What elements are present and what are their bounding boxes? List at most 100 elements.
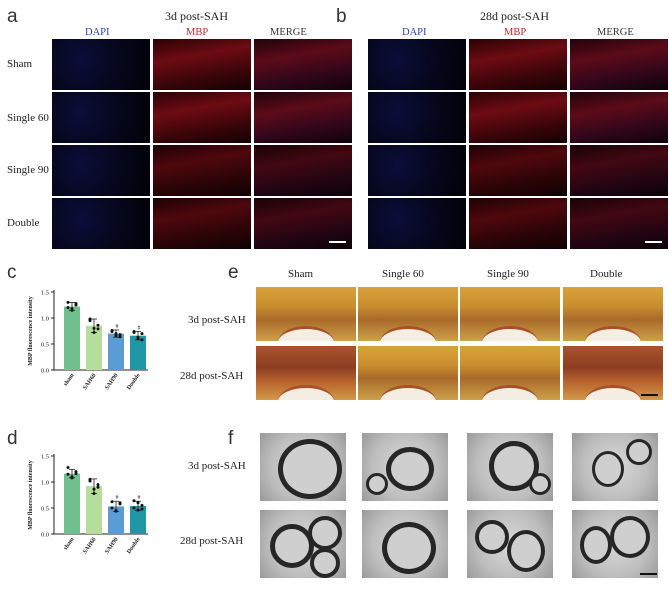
data-point xyxy=(96,323,100,327)
image-b-sham-merge xyxy=(570,39,668,90)
data-point xyxy=(140,338,144,342)
bar-chart-c: 0.0 0.5 1.0 1.5 MBP fluorescence intensity sh… xyxy=(28,290,148,391)
data-point xyxy=(66,306,70,310)
image-b-double-mbp xyxy=(469,198,567,249)
image-e-28d-sham xyxy=(256,346,356,400)
f-row-label-28d: 28d post-SAH xyxy=(180,535,244,547)
e-row-label-28d: 28d post-SAH xyxy=(180,370,244,382)
channel-header-merge-b: MERGE xyxy=(597,27,634,38)
y-tick-label: 1.0 xyxy=(41,480,49,487)
x-tick-label: sham xyxy=(63,537,76,552)
channel-header-mbp-b: MBP xyxy=(504,27,527,38)
data-point xyxy=(70,307,74,311)
data-point xyxy=(110,506,114,510)
data-point xyxy=(132,506,136,510)
scale-bar-b xyxy=(645,241,662,243)
image-b-single60-merge xyxy=(570,92,668,143)
image-b-double-merge xyxy=(570,198,668,249)
image-a-single90-dapi xyxy=(52,145,150,196)
e-col-header-single-60: Single 60 xyxy=(382,268,424,280)
data-point xyxy=(96,483,100,487)
row-label-double: Double xyxy=(7,217,40,229)
y-tick-label: 1.5 xyxy=(41,454,49,461)
panel-label-d: d xyxy=(7,428,18,449)
data-point xyxy=(140,332,144,336)
data-point xyxy=(140,507,144,511)
data-point xyxy=(92,326,96,330)
data-point xyxy=(110,500,114,504)
data-point xyxy=(66,465,70,469)
data-point xyxy=(118,501,122,505)
bar-sham xyxy=(64,473,80,534)
significance-marker: # xyxy=(138,326,141,332)
data-point xyxy=(136,335,140,339)
x-tick-label: Double xyxy=(126,536,142,555)
image-a-sham-mbp xyxy=(153,39,251,90)
panel-a-title: 3d post-SAH xyxy=(165,9,229,23)
bar-Double xyxy=(130,505,146,534)
image-e-28d-single90 xyxy=(460,346,560,400)
y-axis-label: MBP fluorescence intensity xyxy=(28,460,34,530)
image-a-single90-merge xyxy=(254,145,352,196)
data-point xyxy=(88,317,92,321)
channel-header-dapi-b: DAPI xyxy=(402,27,427,38)
image-f-28d-double xyxy=(572,510,658,578)
image-f-28d-single60 xyxy=(362,510,448,578)
image-f-3d-double xyxy=(572,433,658,501)
y-tick-label: 1.5 xyxy=(41,290,49,297)
f-row-label-3d: 3d post-SAH xyxy=(188,460,246,472)
scale-bar-e xyxy=(641,394,658,396)
row-label-single-90: Single 90 xyxy=(7,164,49,176)
data-point xyxy=(66,472,70,476)
data-point xyxy=(114,332,118,336)
data-point xyxy=(66,300,70,304)
image-e-3d-single90 xyxy=(460,287,560,341)
image-a-single90-mbp xyxy=(153,145,251,196)
data-point xyxy=(118,333,122,337)
image-e-28d-single60 xyxy=(358,346,458,400)
data-point xyxy=(136,501,140,505)
panel-label-e: e xyxy=(228,262,239,283)
image-b-double-dapi xyxy=(368,198,466,249)
y-axis-label: MBP fluorescence intensity xyxy=(28,296,34,366)
image-a-sham-dapi xyxy=(52,39,150,90)
data-point xyxy=(114,334,118,338)
image-b-single90-merge xyxy=(570,145,668,196)
x-tick-label: sham xyxy=(63,373,76,388)
image-e-3d-double xyxy=(563,287,663,341)
image-e-3d-sham xyxy=(256,287,356,341)
data-point xyxy=(96,485,100,489)
bar-SAH90 xyxy=(108,333,124,370)
panel-label-b: b xyxy=(336,6,347,27)
y-tick-label: 0.5 xyxy=(41,342,49,349)
bar-chart-d: 0.0 0.5 1.0 1.5 MBP fluorescence intensity sh… xyxy=(28,454,148,555)
y-tick-label: 0.0 xyxy=(41,532,49,539)
image-a-single60-merge xyxy=(254,92,352,143)
data-point xyxy=(114,509,118,513)
data-point xyxy=(140,503,144,507)
panel-label-a: a xyxy=(7,6,18,27)
panel-label-f: f xyxy=(228,428,234,449)
channel-header-merge-a: MERGE xyxy=(270,27,307,38)
x-tick-label: SAH90 xyxy=(104,537,119,555)
y-tick-label: 0.0 xyxy=(41,368,49,375)
image-e-3d-single60 xyxy=(358,287,458,341)
y-tick-label: 0.5 xyxy=(41,506,49,513)
e-col-header-sham: Sham xyxy=(288,268,314,280)
bar-sham xyxy=(64,306,80,370)
row-label-single-60: Single 60 xyxy=(7,112,49,124)
scale-bar-f xyxy=(640,573,657,575)
image-f-28d-single90 xyxy=(467,510,553,578)
image-f-28d-sham xyxy=(260,510,346,578)
image-b-single60-mbp xyxy=(469,92,567,143)
data-point xyxy=(96,327,100,331)
data-point xyxy=(74,470,78,474)
image-a-single60-mbp xyxy=(153,92,251,143)
image-f-3d-sham xyxy=(260,433,346,501)
x-tick-label: SAH90 xyxy=(104,373,119,391)
data-point xyxy=(74,303,78,307)
data-point xyxy=(118,335,122,339)
image-f-3d-single60 xyxy=(362,433,448,501)
image-b-sham-mbp xyxy=(469,39,567,90)
significance-marker: # xyxy=(116,495,119,501)
